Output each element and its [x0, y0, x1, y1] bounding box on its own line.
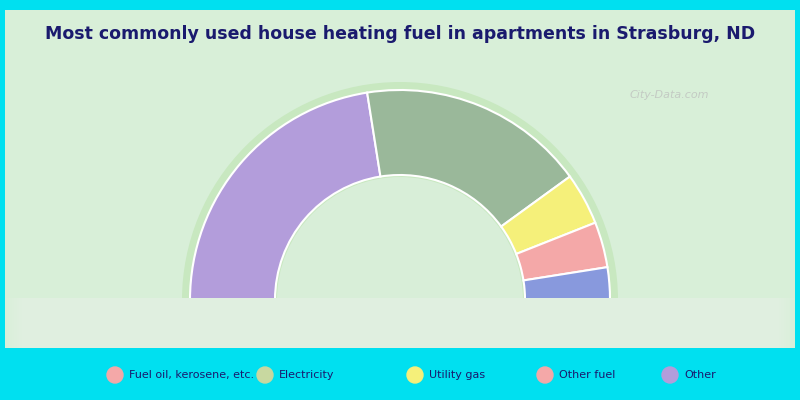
Bar — [73, 46, 727, 354]
Bar — [79, 49, 721, 351]
Bar — [0, 390, 800, 400]
Bar — [29, 298, 771, 396]
Bar — [19, 298, 781, 396]
Text: Utility gas: Utility gas — [429, 370, 485, 380]
Bar — [26, 298, 774, 396]
Bar — [17, 298, 783, 396]
Bar — [49, 298, 751, 396]
Bar — [70, 44, 730, 356]
Bar — [40, 26, 760, 374]
Wedge shape — [523, 267, 610, 300]
Bar — [49, 31, 751, 369]
Bar — [37, 298, 763, 396]
Text: Other fuel: Other fuel — [559, 370, 615, 380]
Bar — [22, 298, 778, 396]
Bar — [14, 298, 786, 396]
Circle shape — [407, 367, 423, 383]
Text: Electricity: Electricity — [279, 370, 334, 380]
Text: Fuel oil, kerosene, etc.: Fuel oil, kerosene, etc. — [129, 370, 254, 380]
Bar — [82, 51, 718, 349]
Circle shape — [107, 367, 123, 383]
Bar — [67, 42, 733, 358]
Bar — [0, 348, 800, 400]
Bar — [61, 38, 739, 362]
Bar — [43, 28, 757, 373]
Bar — [39, 298, 761, 396]
Bar — [91, 56, 709, 344]
Text: City-Data.com: City-Data.com — [630, 90, 710, 100]
Bar — [9, 298, 791, 396]
Wedge shape — [501, 176, 595, 254]
Text: Other: Other — [684, 370, 716, 380]
Wedge shape — [182, 82, 618, 300]
Bar — [4, 298, 796, 396]
Circle shape — [662, 367, 678, 383]
Wedge shape — [190, 92, 381, 300]
Wedge shape — [277, 177, 523, 300]
Circle shape — [537, 367, 553, 383]
Bar — [76, 47, 724, 353]
Bar — [34, 22, 766, 378]
Bar — [58, 36, 742, 364]
Bar — [52, 33, 748, 367]
Bar — [34, 298, 766, 396]
Bar — [6, 298, 794, 396]
Bar — [31, 20, 769, 380]
Wedge shape — [367, 90, 570, 226]
Bar — [64, 40, 736, 360]
Wedge shape — [516, 223, 607, 280]
Bar — [24, 298, 776, 396]
Bar — [88, 54, 712, 346]
Bar — [0, 0, 800, 10]
Text: Most commonly used house heating fuel in apartments in Strasburg, ND: Most commonly used house heating fuel in… — [45, 25, 755, 43]
Bar — [37, 24, 763, 376]
Bar — [85, 52, 715, 347]
Bar — [46, 29, 754, 371]
Bar — [31, 298, 769, 396]
Bar — [795, 0, 800, 400]
Bar — [42, 298, 758, 396]
Bar — [0, 0, 5, 400]
Bar — [4, 298, 796, 396]
Bar — [51, 298, 749, 396]
Bar — [46, 298, 754, 396]
Bar — [44, 298, 756, 396]
Circle shape — [257, 367, 273, 383]
Bar — [55, 35, 745, 366]
Bar — [11, 298, 789, 396]
